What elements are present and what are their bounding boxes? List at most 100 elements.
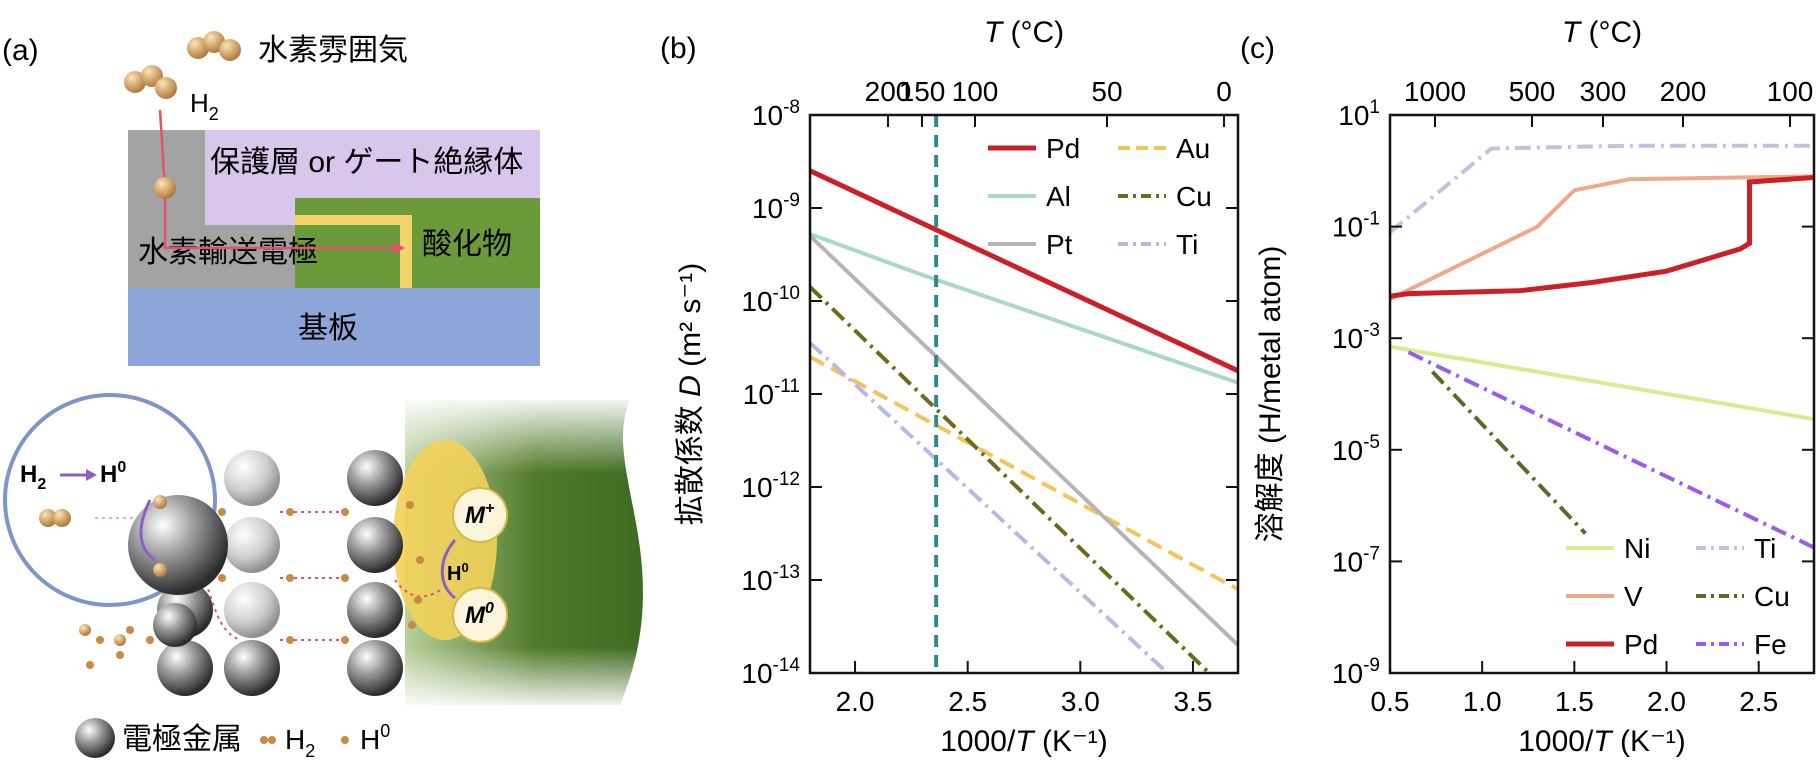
x-tick-label: 0.5 (1371, 686, 1410, 717)
top-tick-label: 200 (1660, 76, 1707, 107)
panel-a: (a) 水素雰囲気 H2 保護層 or ゲート絶縁体 水素輸送電極 酸化物 (2, 31, 643, 761)
y-axis-title: 溶解度 (H/metal atom) (1254, 246, 1287, 543)
x-tick-label: 2.0 (1647, 686, 1686, 717)
mechanism-h0-label: H0 (100, 459, 126, 488)
y-tick-label: 10-9 (1332, 655, 1380, 689)
x-tick-label: 3.5 (1173, 686, 1212, 717)
y-tick-label: 10-10 (741, 283, 800, 317)
center-h0-label: H0 (447, 560, 469, 585)
x-axis-title: 1000/T (K⁻¹) (940, 725, 1108, 758)
x-tick-label: 1.5 (1555, 686, 1594, 717)
series-line-pd (810, 168, 1238, 374)
x-tick-label: 3.0 (1061, 686, 1100, 717)
mechanism-illustration: H2 H0 M+ M0 H0 (3, 393, 643, 710)
y-tick-label: 10-13 (741, 562, 800, 596)
legend-label-ni: Ni (1624, 533, 1650, 564)
interface-layer (400, 215, 412, 288)
x-tick-label: 2.0 (836, 686, 875, 717)
protect-layer (205, 130, 540, 198)
y-tick-label: 10-1 (1332, 209, 1380, 243)
series-line-ti (810, 341, 1171, 673)
panel-c-chart: (c) 101 10-1 10-3 10-5 10-7 10-90.5 1.0 1.5 2.0 2.… (1240, 16, 1816, 758)
h0-legend-icon (341, 736, 349, 744)
top-tick-label: 1000 (1404, 76, 1466, 107)
top-axis-title: T (°C) (984, 16, 1064, 49)
legend-label-pd: Pd (1624, 629, 1658, 660)
top-tick-label: 0 (1216, 76, 1232, 107)
y-tick-label: 10-12 (741, 469, 800, 503)
x-tick-label: 2.5 (948, 686, 987, 717)
m-zero-label: M0 (465, 600, 494, 629)
top-tick-label: 100 (952, 76, 999, 107)
series-line-ti (1390, 143, 1814, 234)
oxide-layer (295, 198, 540, 288)
x-tick-label: 2.5 (1739, 686, 1778, 717)
y-axis-title: 拡散係数 D (m² s⁻¹) (674, 263, 707, 525)
series-line-pd (1390, 175, 1814, 299)
legend-label-ti: Ti (1754, 533, 1776, 564)
reduction-arrow (440, 539, 457, 600)
top-tick-label: 300 (1580, 76, 1627, 107)
m-zero-atom (452, 587, 508, 643)
x-axis-title: 1000/T (K⁻¹) (1518, 725, 1686, 758)
transfer-arrow (139, 499, 156, 562)
top-tick-label: 500 (1509, 76, 1556, 107)
top-tick-label: 100 (1767, 76, 1814, 107)
panel-label: (c) (1240, 32, 1275, 65)
y-tick-label: 10-11 (743, 376, 800, 410)
series-line-pt (810, 234, 1238, 647)
series-line-fe (1407, 350, 1814, 550)
y-tick-label: 10-8 (752, 97, 800, 131)
interface-layer-top (295, 215, 412, 225)
panel-b-chart: (b) 10-8 10-9 10-10 10-11 10-12 10-13 10-14 2.0 2… (660, 16, 1240, 758)
electrode-layer-label: 水素輸送電極 (138, 236, 318, 269)
legend-label-fe: Fe (1754, 629, 1787, 660)
series-group (1390, 143, 1814, 550)
h2-label: H2 (190, 88, 219, 124)
top-axis-title: T (°C) (1562, 16, 1642, 49)
metal-legend-icon (75, 718, 115, 758)
protect-layer-label: 保護層 or ゲート絶縁体 (210, 146, 523, 179)
m-plus-label: M+ (465, 500, 494, 529)
legend: Ni Ti V Cu Pd Fe (1566, 533, 1790, 660)
device-stack: 保護層 or ゲート絶縁体 水素輸送電極 酸化物 基板 (128, 109, 540, 366)
series-group (810, 168, 1238, 673)
legend-label-al: Al (1046, 181, 1071, 212)
metal-atom-grid (157, 450, 403, 696)
top-tick-label: 200 (865, 76, 912, 107)
legend-label-cu: Cu (1176, 181, 1212, 212)
legend-label-ti: Ti (1176, 229, 1198, 260)
hydrogen-path-arrowhead (393, 242, 405, 254)
protect-layer-step (205, 198, 295, 225)
series-line-au (810, 355, 1238, 592)
substrate-layer (128, 288, 540, 366)
legend-label-v: V (1624, 581, 1643, 612)
h2-molecules-zoom (39, 495, 167, 646)
legend-label-cu: Cu (1754, 581, 1790, 612)
x-tick-label: 1.0 (1463, 686, 1502, 717)
hydrogen-path-arrow (158, 109, 395, 250)
top-tick-label: 150 (899, 76, 946, 107)
y-tick-label: 10-5 (1332, 432, 1380, 466)
y-tick-label: 10-14 (741, 655, 800, 689)
h2-legend-icon (260, 736, 268, 744)
substrate-layer-label: 基板 (298, 312, 358, 345)
metal-legend-label: 電極金属 (122, 723, 242, 756)
legend-label-pt: Pt (1046, 229, 1073, 260)
oxide-layer-label: 酸化物 (422, 228, 512, 261)
y-tick-label: 10-3 (1332, 320, 1380, 354)
y-tick-label: 10-7 (1332, 543, 1380, 577)
series-line-v (1390, 174, 1814, 301)
mechanism-h2-label: H2 (20, 461, 46, 493)
h0-legend-label: H0 (360, 721, 390, 755)
panel-a-legend: 電極金属 H2 H0 (75, 718, 390, 761)
legend-label-au: Au (1176, 133, 1210, 164)
series-line-cu (810, 285, 1213, 673)
y-tick-label: 10-9 (752, 190, 800, 224)
panel-label: (b) (660, 32, 697, 65)
legend-label-pd: Pd (1046, 133, 1080, 164)
panel-a-label: (a) (2, 34, 39, 67)
series-line-ni (1390, 344, 1814, 422)
series-line-al (810, 232, 1238, 385)
